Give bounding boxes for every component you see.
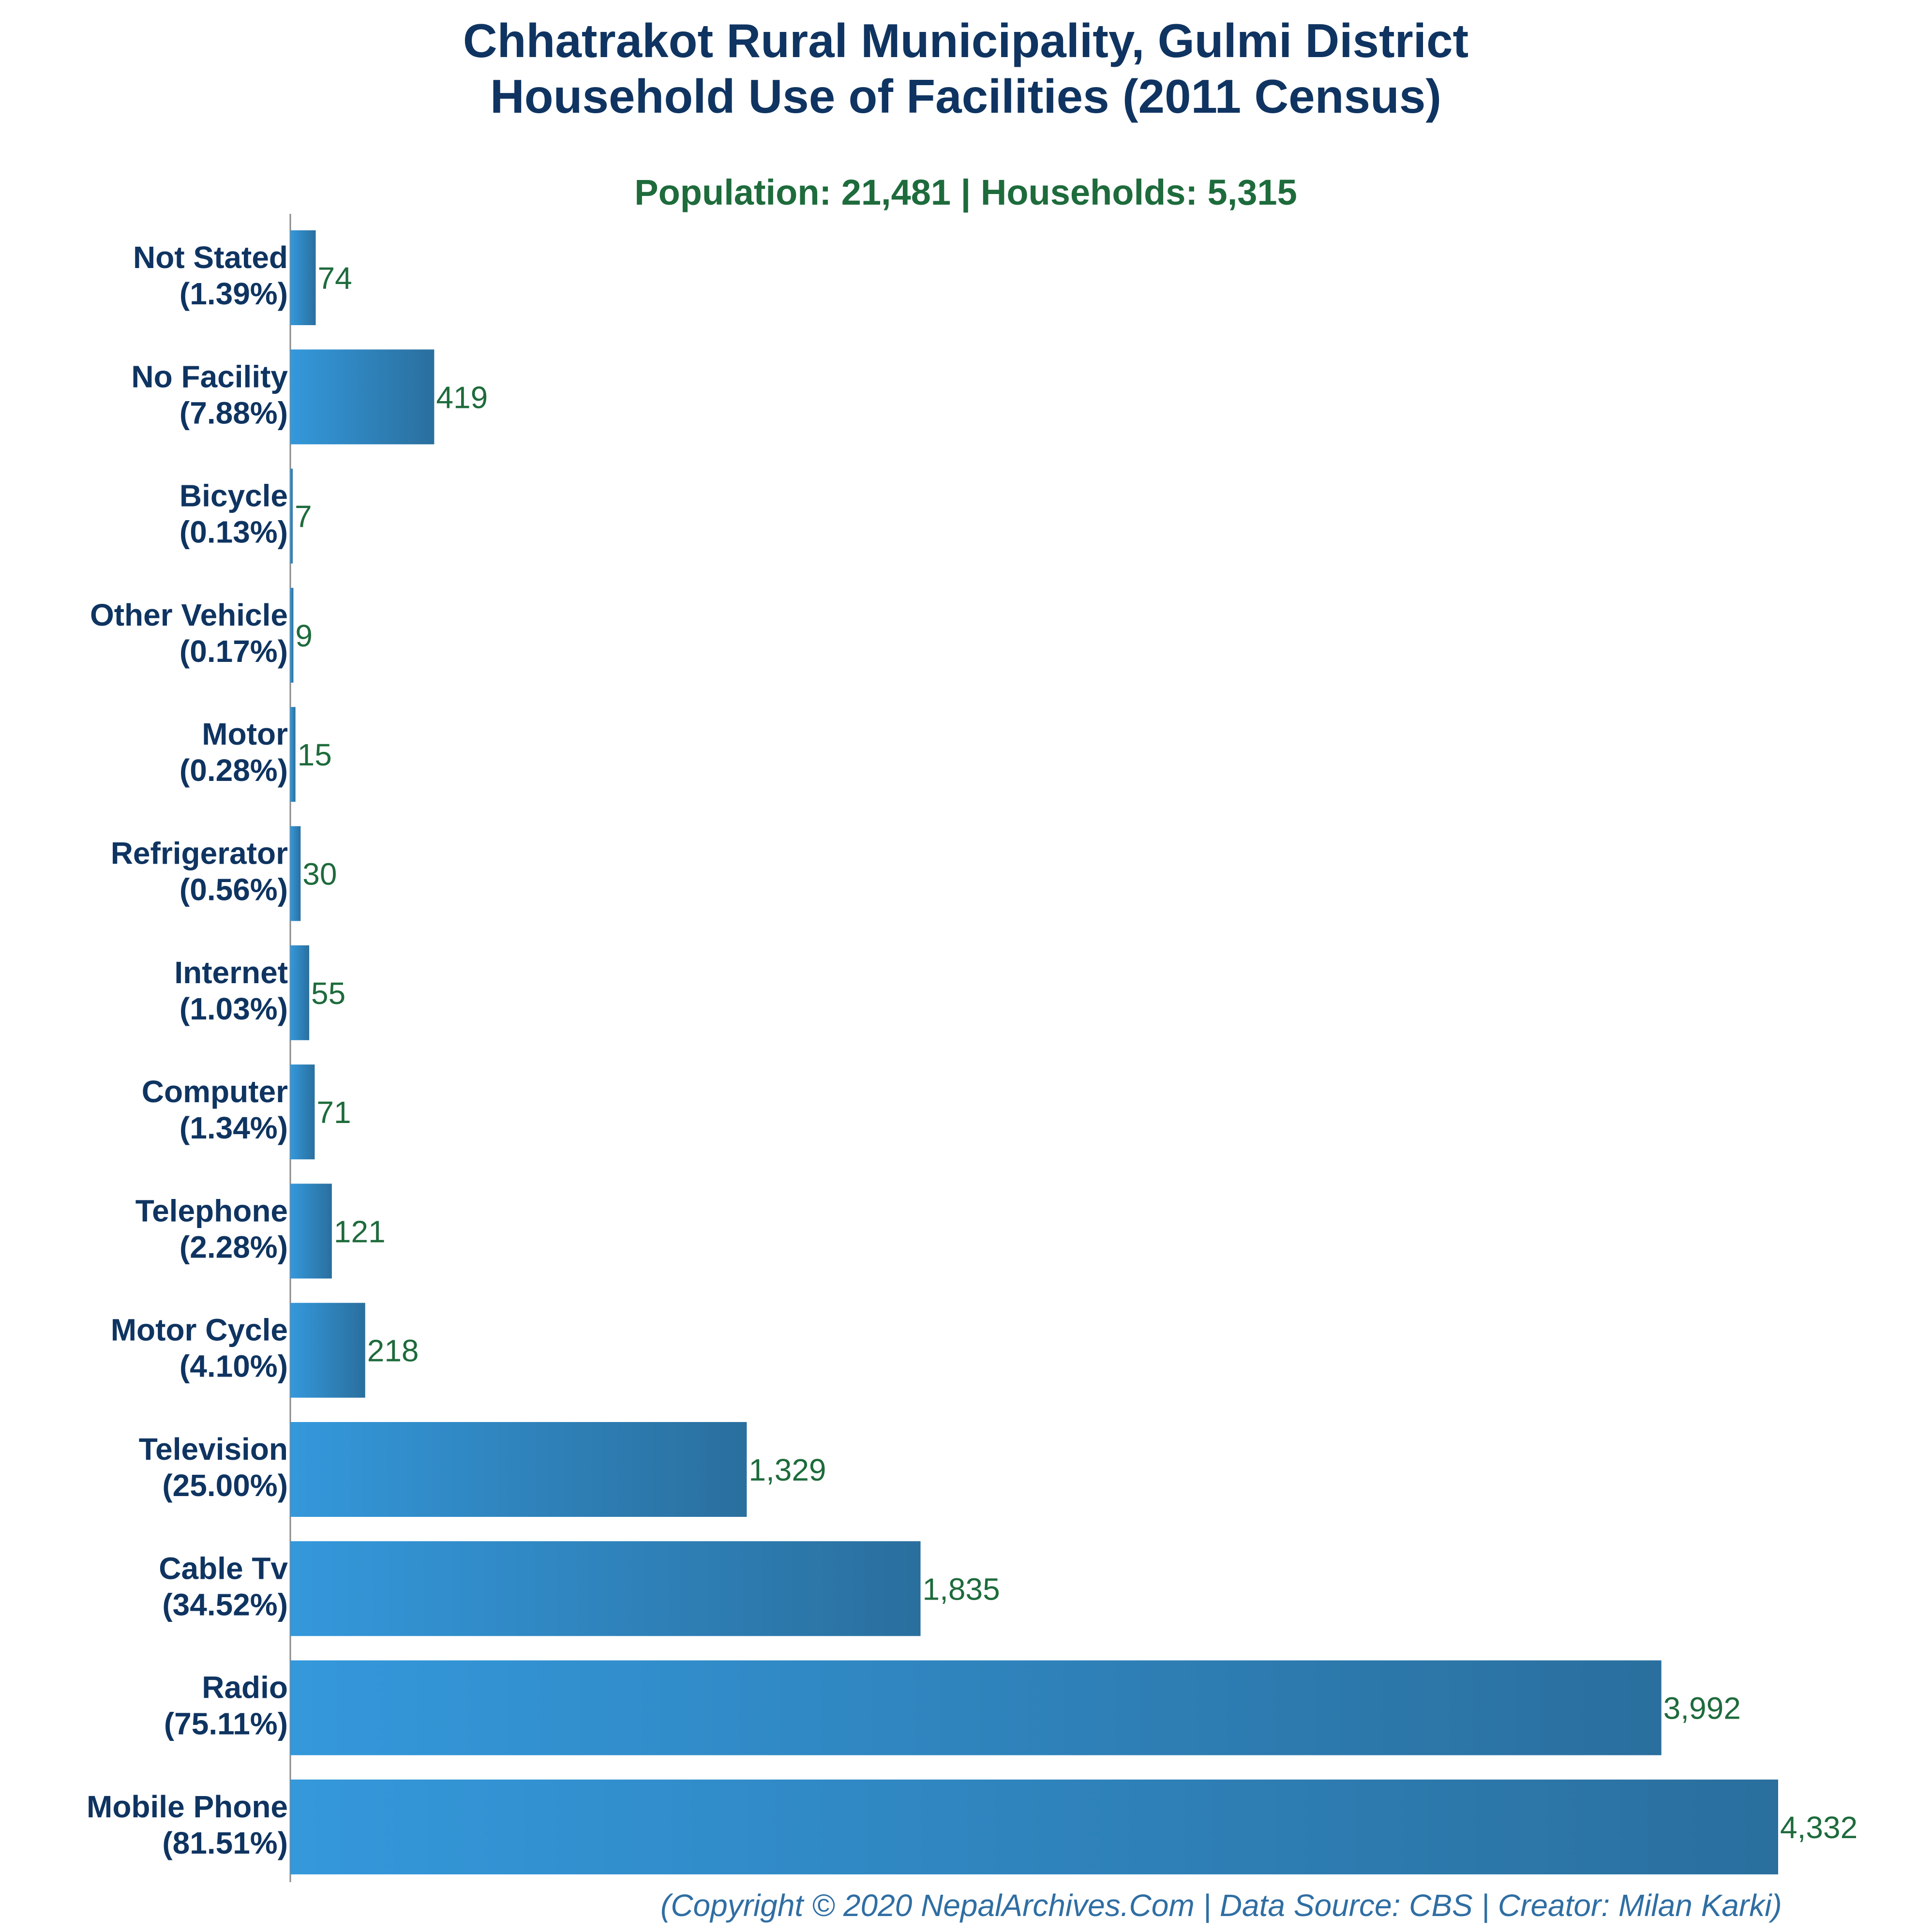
category-percent-no-facility: (7.88%) [180,395,288,430]
category-label-not-stated: Not Stated [133,240,288,275]
category-percent-cable-tv: (34.52%) [162,1587,288,1622]
chart-title: Chhatrakot Rural Municipality, Gulmi Dis… [463,14,1468,67]
category-label-refrigerator: Refrigerator [111,836,288,871]
value-label-telephone: 121 [334,1214,386,1249]
value-label-no-facility: 419 [436,380,488,415]
bar-cable-tv [290,1541,921,1636]
bar-no-facility [290,349,434,445]
bar-computer [290,1064,315,1160]
value-label-not-stated: 74 [318,261,352,296]
bar-other-vehicle [290,587,294,683]
value-label-television: 1,329 [749,1453,826,1487]
category-percent-computer: (1.34%) [180,1110,288,1145]
bar-mobile-phone [290,1779,1778,1874]
category-label-other-vehicle: Other Vehicle [90,598,288,632]
category-label-cable-tv: Cable Tv [159,1551,288,1586]
category-label-bicycle: Bicycle [180,479,288,513]
category-label-television: Television [139,1432,288,1467]
chart-title-line2: Household Use of Facilities (2011 Census… [490,70,1441,123]
bar-motor-cycle [290,1303,365,1398]
category-label-no-facility: No Facility [131,359,288,394]
value-label-radio: 3,992 [1663,1691,1741,1726]
category-percent-not-stated: (1.39%) [180,276,288,311]
category-percent-motor-cycle: (4.10%) [180,1349,288,1384]
bar-internet [290,945,310,1040]
category-percent-refrigerator: (0.56%) [180,872,288,907]
value-label-cable-tv: 1,835 [923,1572,1000,1606]
category-label-computer: Computer [142,1074,288,1109]
category-percent-bicycle: (0.13%) [180,515,288,550]
bars-group: 74 Not Stated(1.39%) 419 No Facility(7.88%)… [87,230,1857,1874]
bar-bicycle [290,468,293,564]
category-label-radio: Radio [202,1670,288,1705]
value-label-internet: 55 [311,976,345,1011]
category-percent-motor: (0.28%) [180,753,288,788]
bar-telephone [290,1183,332,1279]
value-label-motor: 15 [298,737,332,772]
value-label-mobile-phone: 4,332 [1780,1810,1857,1845]
chart-subtitle: Population: 21,481 | Households: 5,315 [634,172,1297,213]
category-percent-radio: (75.11%) [164,1707,288,1741]
category-percent-mobile-phone: (81.51%) [162,1826,288,1860]
bar-television [290,1422,747,1517]
value-label-bicycle: 7 [295,499,312,534]
category-label-motor: Motor [202,717,288,751]
category-label-mobile-phone: Mobile Phone [87,1789,288,1824]
footer-credit: (Copyright © 2020 NepalArchives.Com | Da… [660,1888,1782,1923]
bar-refrigerator [290,826,301,921]
category-percent-internet: (1.03%) [180,991,288,1026]
category-percent-other-vehicle: (0.17%) [180,634,288,669]
value-label-other-vehicle: 9 [295,618,313,653]
category-label-internet: Internet [174,955,288,990]
category-percent-telephone: (2.28%) [180,1229,288,1264]
category-label-motor-cycle: Motor Cycle [111,1313,288,1348]
value-label-refrigerator: 30 [302,857,337,892]
value-label-motor-cycle: 218 [367,1333,419,1368]
category-label-telephone: Telephone [135,1193,288,1228]
category-percent-television: (25.00%) [162,1468,288,1503]
bar-radio [290,1660,1662,1755]
bar-motor [290,707,296,802]
bar-not-stated [290,230,316,325]
value-label-computer: 71 [316,1095,351,1130]
